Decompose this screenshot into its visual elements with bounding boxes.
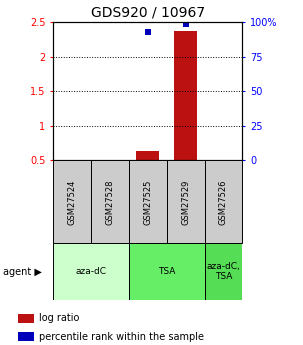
FancyBboxPatch shape — [91, 160, 129, 243]
FancyBboxPatch shape — [167, 160, 205, 243]
FancyBboxPatch shape — [205, 243, 242, 300]
FancyBboxPatch shape — [129, 243, 205, 300]
Bar — [18, 314, 34, 323]
Text: TSA: TSA — [158, 267, 175, 276]
Text: GSM27526: GSM27526 — [219, 179, 228, 225]
Text: GSM27525: GSM27525 — [143, 179, 152, 225]
Text: GSM27524: GSM27524 — [68, 179, 76, 225]
Title: GDS920 / 10967: GDS920 / 10967 — [91, 6, 205, 20]
Text: log ratio: log ratio — [39, 314, 79, 323]
Bar — [136, 151, 159, 160]
Text: percentile rank within the sample: percentile rank within the sample — [39, 332, 204, 342]
Text: GSM27529: GSM27529 — [181, 179, 190, 225]
Text: agent ▶: agent ▶ — [3, 267, 42, 277]
Bar — [18, 332, 34, 341]
FancyBboxPatch shape — [129, 160, 167, 243]
Text: GSM27528: GSM27528 — [105, 179, 114, 225]
FancyBboxPatch shape — [53, 160, 91, 243]
Bar — [174, 31, 197, 160]
FancyBboxPatch shape — [53, 243, 129, 300]
FancyBboxPatch shape — [205, 160, 242, 243]
Text: aza-dC: aza-dC — [75, 267, 106, 276]
Text: aza-dC,
TSA: aza-dC, TSA — [207, 262, 240, 282]
